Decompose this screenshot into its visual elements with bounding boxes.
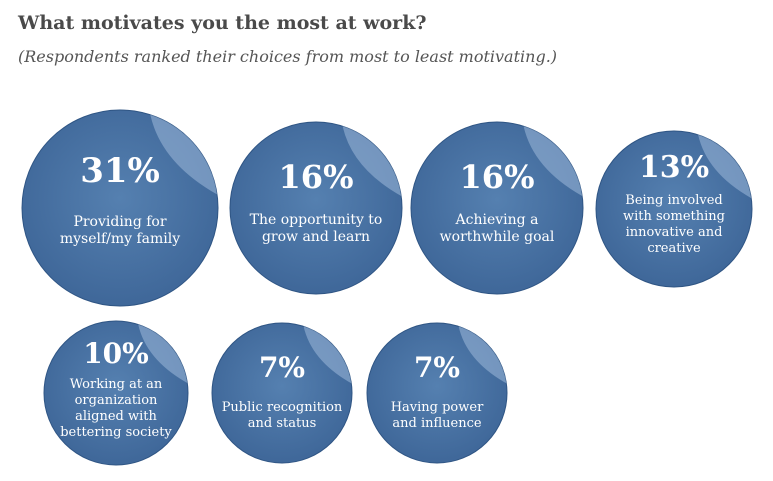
bubble-value-label: 16%: [279, 158, 354, 196]
bubble-value-label: 13%: [639, 150, 709, 185]
bubble-description-line: and influence: [392, 416, 481, 431]
bubble-description-line: The opportunity to: [250, 212, 383, 228]
bubble-circle: [211, 322, 353, 464]
bubble-description-line: worthwhile goal: [440, 229, 555, 245]
bubble-description-line: Achieving a: [455, 212, 539, 228]
bubble-value-label: 7%: [414, 351, 460, 384]
bubble-highlight: [458, 326, 507, 384]
bubble-circle: [21, 109, 219, 307]
bubble-highlight: [150, 114, 217, 195]
bubble-circle: [595, 130, 753, 288]
bubble-description-line: Providing for: [73, 214, 166, 230]
bubble-highlight: [523, 126, 583, 196]
bubble-description-line: myself/my family: [60, 231, 180, 247]
bubble-description-line: Having power: [391, 400, 484, 415]
bubble-description-line: Working at an: [70, 377, 163, 392]
bubble-description-line: with something: [623, 209, 725, 224]
bubble-description-line: Public recognition: [222, 400, 343, 415]
bubble-description-line: Being involved: [625, 193, 722, 208]
bubble-value-label: 16%: [460, 158, 535, 196]
bubble-description-line: bettering society: [60, 425, 172, 440]
bubble-value-label: 7%: [259, 351, 305, 384]
bubble-circle: [229, 121, 403, 295]
bubble-value-label: 10%: [83, 337, 149, 370]
chart-subtitle: (Respondents ranked their choices from m…: [18, 47, 558, 66]
bubble-description-line: grow and learn: [262, 229, 370, 245]
bubble-description-line: innovative and: [626, 225, 723, 240]
bubble-highlight: [303, 326, 352, 384]
bubble-highlight: [138, 324, 188, 383]
bubble-description-line: creative: [647, 241, 701, 256]
bubble-value-label: 31%: [80, 151, 160, 191]
bubble-description-line: aligned with: [75, 409, 157, 424]
bubble-highlight: [698, 134, 752, 199]
bubble-description-line: and status: [248, 416, 317, 431]
bubble-highlight: [342, 126, 402, 196]
chart-title: What motivates you the most at work?: [18, 12, 427, 34]
bubble-circle: [366, 322, 508, 464]
bubble-description-line: organization: [75, 393, 158, 408]
bubble-circle: [43, 320, 189, 466]
bubble-circle: [410, 121, 584, 295]
